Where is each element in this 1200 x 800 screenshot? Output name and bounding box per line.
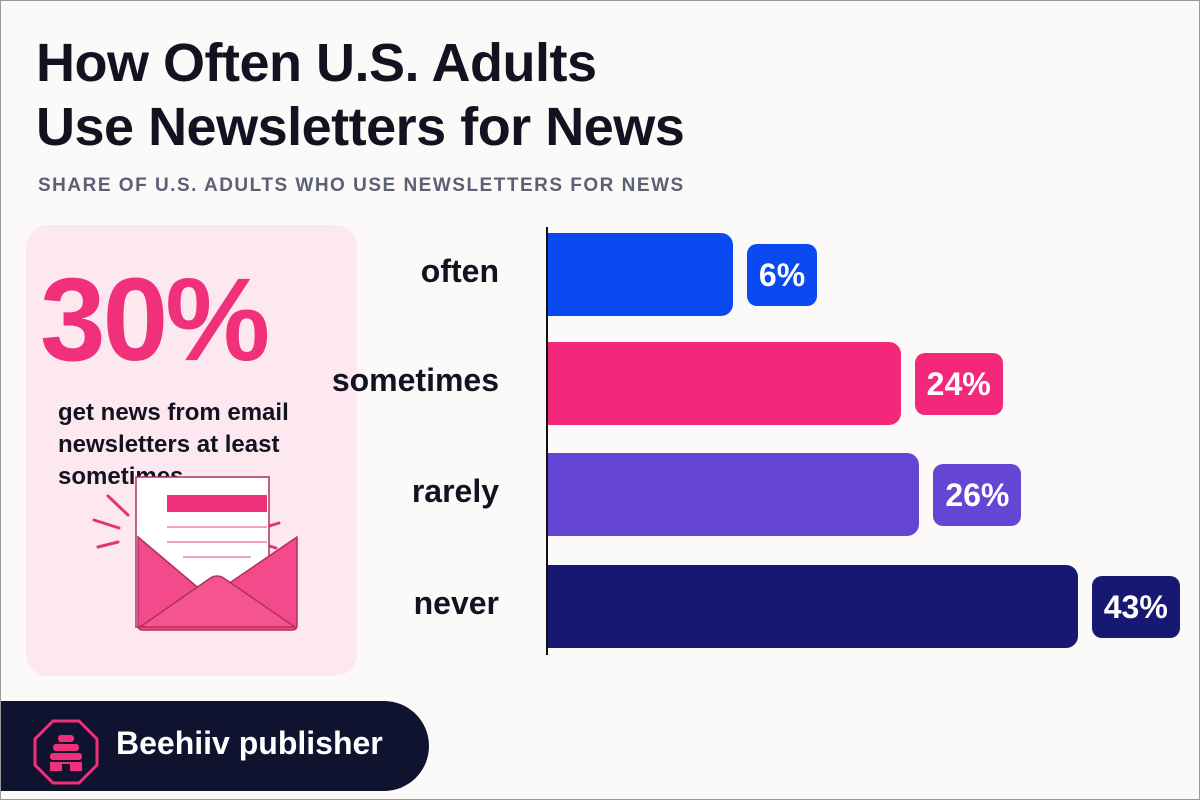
footer-badge: Beehiiv publisher — [1, 701, 429, 791]
callout-card: 30% get news from email newsletters at l… — [26, 225, 357, 676]
bar-often — [548, 233, 733, 316]
beehive-logo-icon — [33, 719, 99, 785]
category-label-rarely: rarely — [411, 473, 499, 509]
category-label-never: never — [413, 585, 499, 621]
bar-rarely — [548, 453, 920, 536]
chart-axis — [546, 227, 548, 655]
bar-sometimes — [548, 342, 901, 425]
bar-never — [548, 565, 1078, 648]
data-label-often: 6% — [746, 244, 818, 306]
chart-title: How Often U.S. Adults Use Newsletters fo… — [36, 31, 685, 159]
title-line-2: Use Newsletters for News — [36, 97, 685, 157]
envelope-newsletter-icon — [92, 476, 298, 631]
data-label-rarely: 26% — [933, 464, 1022, 526]
chart-subtitle: SHARE OF U.S. ADULTS WHO USE NEWSLETTERS… — [38, 175, 685, 196]
data-label-never: 43% — [1091, 576, 1180, 638]
category-label-sometimes: sometimes — [331, 362, 499, 398]
category-label-often: often — [420, 253, 499, 289]
footer-label: Beehiiv publisher — [116, 725, 383, 761]
data-label-sometimes: 24% — [914, 353, 1003, 415]
callout-value: 30% — [40, 254, 270, 386]
title-line-1: How Often U.S. Adults — [36, 33, 597, 93]
